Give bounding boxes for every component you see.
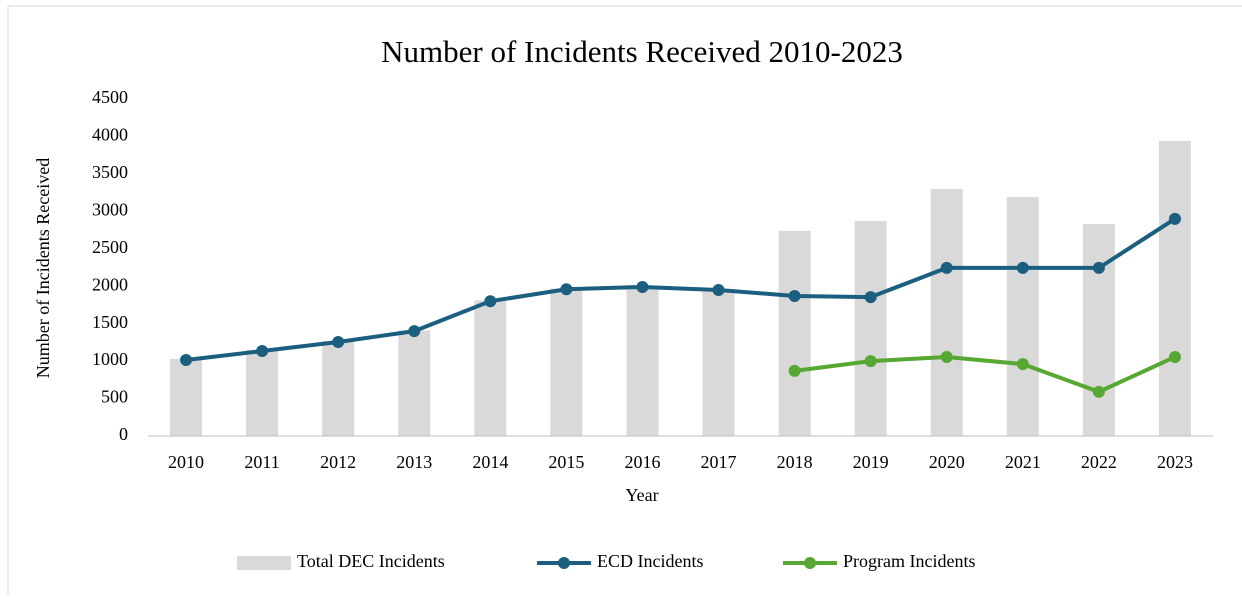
y-tick-label: 1500 <box>92 312 128 332</box>
bar <box>702 289 735 436</box>
line <box>794 354 1176 394</box>
bar <box>550 288 583 436</box>
bar <box>854 221 887 436</box>
bar <box>474 300 507 436</box>
x-tick-label: 2015 <box>548 452 584 472</box>
x-tick-label: 2017 <box>701 452 737 472</box>
x-tick-label: 2018 <box>777 452 813 472</box>
point <box>864 355 877 368</box>
point <box>1092 261 1105 274</box>
y-axis-label: Number of Incidents Received <box>33 158 53 378</box>
bar <box>1006 197 1039 436</box>
line <box>185 217 1177 362</box>
point <box>408 325 421 338</box>
point <box>940 261 953 274</box>
chart-title: Number of Incidents Received 2010-2023 <box>381 34 903 69</box>
x-axis-label: Year <box>625 485 658 505</box>
x-tick-label: 2012 <box>320 452 356 472</box>
y-tick-label: 3000 <box>92 199 128 219</box>
point <box>1016 261 1029 274</box>
bar <box>246 349 279 436</box>
x-tick-label: 2014 <box>472 452 508 472</box>
point <box>636 280 649 293</box>
bar <box>322 340 355 436</box>
bar <box>930 188 963 436</box>
x-tick-label: 2016 <box>624 452 660 472</box>
y-tick-label: 4000 <box>92 125 128 145</box>
x-tick-label: 2010 <box>168 452 204 472</box>
point <box>484 295 497 308</box>
x-tick-label: 2011 <box>244 452 279 472</box>
point <box>940 350 953 363</box>
x-tick-label: 2019 <box>853 452 889 472</box>
y-tick-label: 2500 <box>92 237 128 257</box>
point <box>788 364 801 377</box>
point <box>788 289 801 302</box>
bar <box>778 230 811 436</box>
bar <box>1158 140 1191 436</box>
point <box>560 283 573 296</box>
legend-label: Total DEC Incidents <box>297 551 445 571</box>
bar <box>1082 224 1115 436</box>
point <box>1168 212 1181 225</box>
bar <box>626 286 659 436</box>
point <box>332 336 345 349</box>
x-tick-label: 2021 <box>1005 452 1041 472</box>
point <box>712 283 725 296</box>
x-tick-label: 2013 <box>396 452 432 472</box>
legend-label: Program Incidents <box>843 551 975 571</box>
bar <box>398 330 431 436</box>
legend-swatch <box>558 557 570 569</box>
bar <box>170 358 203 436</box>
y-tick-label: 4500 <box>92 87 128 107</box>
legend-swatch <box>804 557 816 569</box>
point <box>1016 358 1029 371</box>
legend-label: ECD Incidents <box>597 551 703 571</box>
point <box>180 353 193 366</box>
point <box>256 345 269 358</box>
y-tick-label: 500 <box>101 387 128 407</box>
x-tick-label: 2020 <box>929 452 965 472</box>
point <box>864 291 877 304</box>
y-tick-label: 2000 <box>92 274 128 294</box>
x-tick-label: 2023 <box>1157 452 1193 472</box>
y-tick-label: 0 <box>119 424 128 444</box>
point <box>1168 350 1181 363</box>
legend-swatch <box>237 556 291 570</box>
x-tick-label: 2022 <box>1081 452 1117 472</box>
y-tick-label: 1000 <box>92 349 128 369</box>
point <box>1092 385 1105 398</box>
y-tick-label: 3500 <box>92 162 128 182</box>
